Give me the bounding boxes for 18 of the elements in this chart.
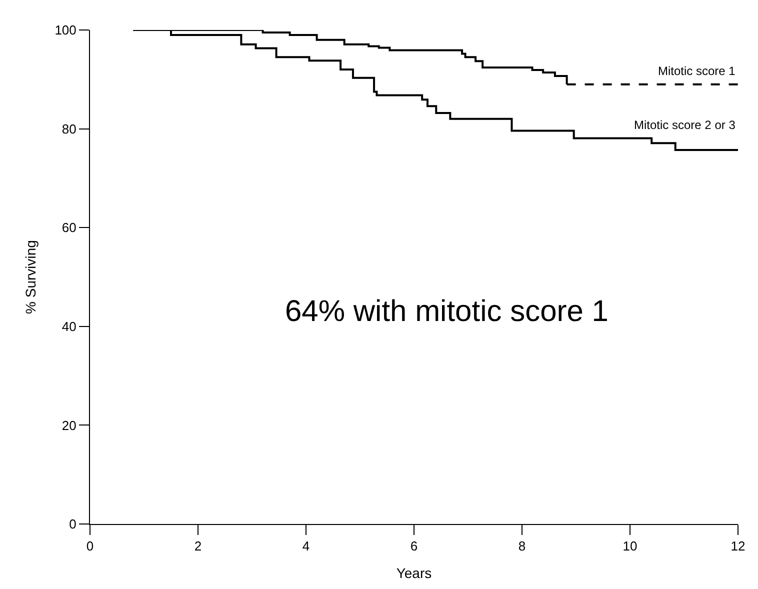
y-tick-label: 100	[54, 22, 76, 38]
x-tick-label: 2	[194, 538, 202, 554]
x-tick-label: 8	[518, 538, 526, 554]
series-label: Mitotic score 2 or 3	[634, 118, 736, 132]
x-tick-label: 6	[410, 538, 418, 554]
y-tick-label: 40	[62, 318, 76, 334]
y-tick-label: 60	[62, 220, 76, 236]
x-axis-title: Years	[396, 564, 432, 581]
annotation: 64% with mitotic score 1	[285, 295, 608, 328]
x-tick-label: 10	[622, 538, 638, 554]
y-axis-title: % Surviving	[22, 240, 38, 314]
y-tick-label: 80	[62, 121, 76, 136]
y-tick-label: 0	[69, 516, 76, 532]
series-label: Mitotic score 1	[658, 64, 736, 78]
x-tick-label: 4	[302, 538, 310, 554]
y-tick-label: 20	[62, 418, 76, 433]
x-tick-label: 12	[730, 538, 746, 554]
x-tick-label: 0	[86, 538, 94, 554]
